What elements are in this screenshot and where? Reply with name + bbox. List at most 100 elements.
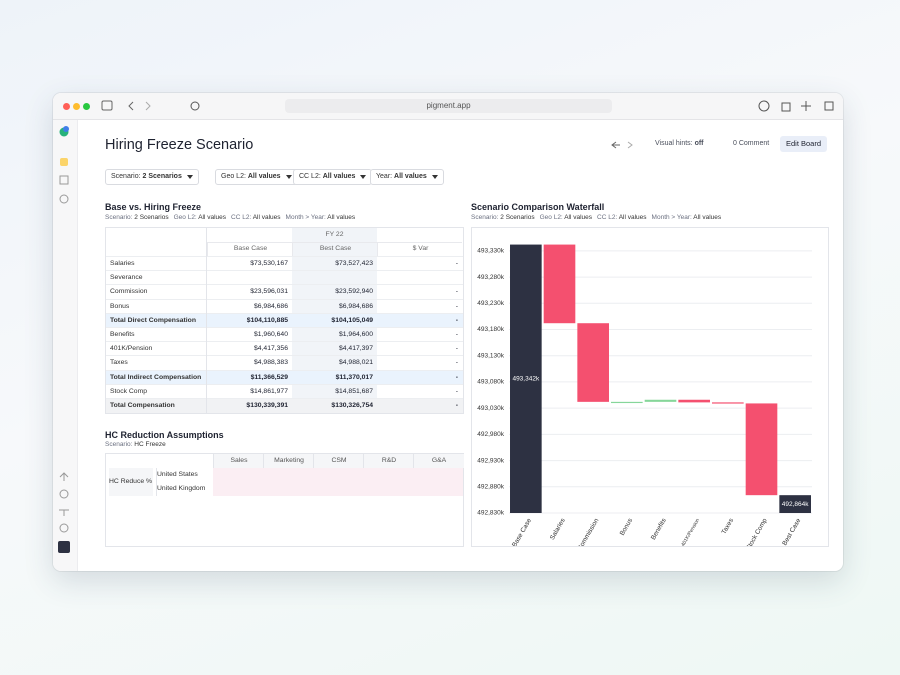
filter-label: Geo L2: <box>221 173 246 180</box>
table-cell: - <box>455 331 458 338</box>
subtitle-label: CC L2: <box>597 214 618 221</box>
toolbar-icons <box>758 100 834 112</box>
row-label: Salaries <box>110 260 135 267</box>
table-cell: - <box>455 288 458 296</box>
history-icon[interactable] <box>59 489 69 499</box>
subtitle-label: Month > Year: <box>651 214 692 221</box>
row-label: Severance <box>110 274 143 282</box>
formula-icon[interactable] <box>58 541 70 553</box>
row-label: 401K/Pension <box>110 345 153 353</box>
back-button[interactable] <box>128 101 134 111</box>
chart-panel: 492,830k 492,880k 492,930k 492,980k 493,030k… <box>471 227 829 552</box>
x-tick-label: Best Case <box>781 517 802 546</box>
y-tick-label: 493,030k <box>477 405 504 412</box>
forward-button[interactable] <box>145 101 151 111</box>
filter-dropdown[interactable]: Geo L2: All values <box>215 169 298 185</box>
column-header: Base Case <box>207 242 293 256</box>
hc-column-header: G&A <box>413 454 464 468</box>
x-tick-label: Taxes <box>720 517 735 536</box>
subtitle-filter: CC L2: All values <box>231 214 281 221</box>
filter-dropdown[interactable]: Year: All values <box>370 169 444 185</box>
subtitle-value: All values <box>693 214 722 221</box>
table-cell: $6,984,686 <box>253 302 288 310</box>
filter-value: 2 Scenarios <box>142 173 182 180</box>
hc-sub-row-label: United Kingdom <box>156 482 212 496</box>
table-cell: $14,861,977 <box>250 387 288 395</box>
y-tick-label: 493,330k <box>477 248 504 255</box>
row-header-divider <box>206 228 207 413</box>
upload-icon[interactable] <box>59 472 69 481</box>
row-label: Total Compensation <box>110 402 175 409</box>
hc-column-header: R&D <box>363 454 414 468</box>
hc-row-label: HC Reduce % <box>109 468 153 496</box>
share-icon[interactable] <box>781 102 791 112</box>
data-label: 493,342k <box>512 376 539 383</box>
table-cell: - <box>455 402 458 409</box>
hc-column-header: CSM <box>313 454 364 468</box>
minimize-button[interactable] <box>73 103 80 110</box>
filter-dropdown[interactable]: CC L2: All values <box>293 169 373 185</box>
hc-sub-row-label: United States <box>156 468 212 482</box>
x-tick-label: Commission <box>576 517 600 546</box>
data-label: 492,864k <box>782 501 809 508</box>
row-label: Bonus <box>110 302 130 310</box>
hc-scenario-value: HC Freeze <box>134 441 166 448</box>
filter-label: Year: <box>376 173 393 180</box>
subtitle-value: All values <box>252 214 281 221</box>
table-cell: - <box>455 373 458 381</box>
url-bar[interactable]: pigment.app <box>285 99 612 113</box>
people-icon[interactable] <box>59 194 69 204</box>
close-button[interactable] <box>63 103 70 110</box>
table-subtitle: Scenario: 2 Scenarios Geo L2: All values C… <box>105 214 360 221</box>
edit-board-button[interactable]: Edit Board <box>780 136 828 152</box>
subtitle-value: All values <box>564 214 593 221</box>
y-tick-label: 492,930k <box>477 457 504 464</box>
y-tick-label: 492,980k <box>477 431 504 438</box>
sidebar-toggle[interactable] <box>101 100 113 111</box>
waterfall-bar <box>712 402 744 404</box>
row-label: Benefits <box>110 331 135 338</box>
zoom-button[interactable] <box>83 103 90 110</box>
undo-button[interactable] <box>611 141 620 149</box>
waterfall-chart: 492,830k 492,880k 492,930k 492,980k 493,030k… <box>477 244 812 552</box>
table-cell: $23,596,031 <box>250 288 288 296</box>
filter-value: All values <box>247 173 281 180</box>
x-tick-label: Stock Comp <box>745 517 769 546</box>
waterfall-bar <box>543 244 576 324</box>
table-title: Base vs. Hiring Freeze <box>105 202 202 212</box>
redo-button[interactable] <box>627 141 633 149</box>
y-tick-label: 493,080k <box>477 379 504 386</box>
browser-window: pigment.app Hiring Freeze Scenario Visua… <box>53 93 843 571</box>
table-cell: $73,527,423 <box>335 260 373 267</box>
subtitle-label: Scenario: <box>105 214 133 221</box>
new-tab-icon[interactable] <box>801 101 811 111</box>
board-icon[interactable] <box>60 158 68 166</box>
tabs-icon[interactable] <box>824 101 834 111</box>
download-icon[interactable] <box>758 100 770 112</box>
subtitle-value: 2 Scenarios <box>134 214 169 221</box>
branch-icon[interactable] <box>59 509 69 516</box>
waterfall-bar <box>510 244 542 513</box>
table-row: Taxes $4,988,383 $4,988,021 - <box>106 355 463 370</box>
comments-link[interactable]: 0 Comment <box>733 140 770 147</box>
table-cell: - <box>455 302 458 310</box>
visual-hints-label: Visual hints: <box>655 140 693 147</box>
table-cell: $1,964,600 <box>338 331 373 338</box>
table-cell: - <box>455 345 458 353</box>
column-header: Best Case <box>292 242 378 256</box>
settings-icon[interactable] <box>59 523 69 533</box>
hc-scenario[interactable]: Scenario: HC Freeze <box>105 441 166 448</box>
table-row: 401K/Pension $4,417,356 $4,417,397 - <box>106 341 463 356</box>
y-tick-label: 493,230k <box>477 300 504 307</box>
visual-hints[interactable]: Visual hints: off <box>655 140 704 147</box>
chart-title: Scenario Comparison Waterfall <box>471 202 605 212</box>
y-tick-label: 492,830k <box>477 510 504 517</box>
subtitle-filter: Scenario: 2 Scenarios <box>471 214 535 221</box>
sidebar-icons <box>58 126 70 553</box>
apps-icon[interactable] <box>59 175 69 185</box>
hc-input-area[interactable] <box>213 468 463 496</box>
table-cell: $1,960,640 <box>253 331 288 338</box>
title-bar: pigment.app <box>53 93 843 120</box>
shield-icon[interactable] <box>190 101 200 111</box>
filter-dropdown[interactable]: Scenario: 2 Scenarios <box>105 169 199 185</box>
